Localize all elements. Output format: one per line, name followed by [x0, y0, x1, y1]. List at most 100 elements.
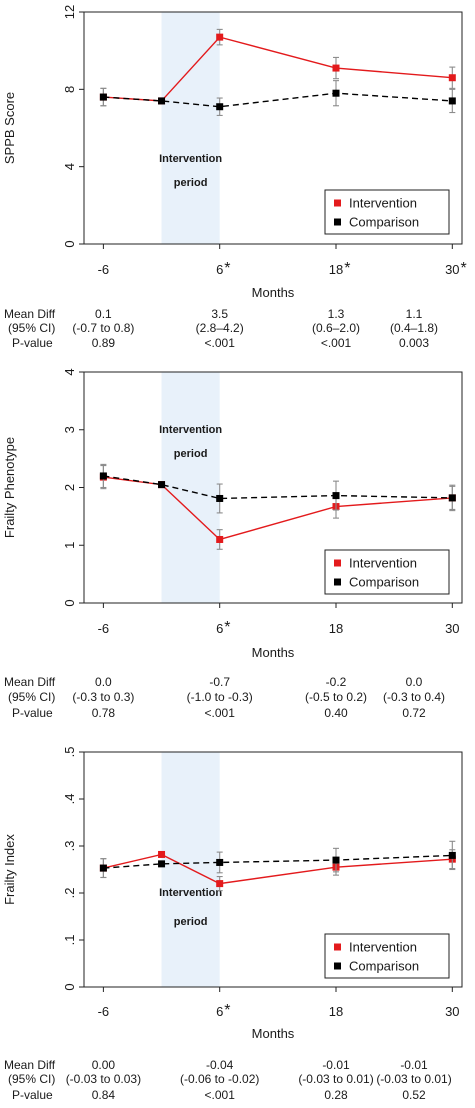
- y-tick-label: 12: [62, 5, 77, 19]
- y-tick-label: .4: [62, 794, 77, 805]
- x-tick-label: -6: [98, 1004, 110, 1019]
- data-point-comparison: [99, 93, 107, 101]
- table-p-value: 0.78: [92, 706, 116, 720]
- data-point-intervention: [216, 33, 224, 41]
- data-point-intervention: [158, 850, 166, 858]
- y-tick-label: 2: [62, 484, 77, 491]
- table-ci: (-0.03 to 0.01): [376, 1072, 451, 1086]
- y-tick-label: 8: [62, 86, 77, 93]
- y-tick-label: .1: [62, 935, 77, 946]
- table-mean-diff: 3.5: [211, 307, 228, 321]
- data-point-comparison: [448, 494, 456, 502]
- data-point-comparison: [216, 494, 224, 502]
- x-axis-title: Months: [252, 1026, 295, 1041]
- significance-star: *: [224, 1002, 230, 1019]
- table-mean-diff: -0.01: [400, 1058, 428, 1072]
- y-tick-label: 0: [62, 983, 77, 990]
- legend-box: [324, 933, 450, 979]
- table-p-value: 0.28: [324, 1088, 348, 1102]
- x-axis-title: Months: [252, 285, 295, 300]
- legend-marker-intervention: [334, 559, 341, 567]
- x-tick-label: 18: [329, 262, 343, 277]
- data-point-intervention: [448, 74, 456, 82]
- shade-annotation-line1: Intervention: [159, 424, 222, 436]
- table-row-label: (95% CI): [8, 321, 55, 335]
- data-point-comparison: [332, 492, 340, 500]
- data-point-comparison: [158, 481, 166, 489]
- table-row-label: Mean Diff: [4, 675, 56, 689]
- x-tick-label: 30: [445, 262, 459, 277]
- plot-frame: [83, 11, 463, 245]
- y-tick-label: .5: [62, 747, 77, 758]
- series-line-intervention: [103, 476, 453, 541]
- x-tick-label: 18: [329, 1004, 343, 1019]
- table-p-value: <.001: [205, 336, 236, 350]
- series-line-comparison: [103, 92, 453, 108]
- y-tick-label: 0: [62, 240, 77, 247]
- x-tick-label: 6: [216, 1004, 223, 1019]
- y-axis-title: SPPB Score: [2, 92, 17, 164]
- table-ci: (-0.3 to 0.3): [72, 690, 134, 704]
- legend-marker-intervention: [334, 199, 341, 207]
- table-p-value: 0.003: [399, 336, 429, 350]
- table-ci: (-0.06 to -0.02): [180, 1072, 259, 1086]
- x-tick-label: 6: [216, 621, 223, 636]
- table-row-label: (95% CI): [8, 690, 55, 704]
- intervention-period-shade: [161, 12, 220, 244]
- x-tick-label: 18: [329, 621, 343, 636]
- table-mean-diff: 0.1: [95, 307, 112, 321]
- significance-star: *: [224, 260, 230, 277]
- table-ci: (-0.03 to 0.03): [66, 1072, 141, 1086]
- data-point-comparison: [158, 860, 166, 868]
- table-ci: (0.6–2.0): [312, 321, 360, 335]
- x-tick-label: -6: [98, 262, 110, 277]
- shade-annotation-line1: Intervention: [159, 887, 222, 899]
- table-p-value: 0.84: [92, 1088, 116, 1102]
- x-tick-label: 30: [445, 1004, 459, 1019]
- legend-label-comparison: Comparison: [349, 575, 419, 590]
- y-tick-label: 0: [62, 599, 77, 606]
- table-p-value: 0.52: [402, 1088, 426, 1102]
- table-p-value: 0.72: [402, 706, 426, 720]
- data-point-comparison: [216, 858, 224, 866]
- legend-marker-comparison: [334, 218, 341, 226]
- series-line-intervention: [103, 36, 453, 102]
- data-point-comparison: [99, 864, 107, 872]
- y-axis-title: Frailty Phenotype: [2, 437, 17, 538]
- legend-marker-intervention: [334, 943, 341, 951]
- data-point-comparison: [216, 103, 224, 111]
- data-point-comparison: [99, 472, 107, 480]
- data-point-comparison: [158, 97, 166, 105]
- table-row-label: P-value: [12, 336, 53, 350]
- table-ci: (-0.7 to 0.8): [72, 321, 134, 335]
- table-ci: (-1.0 to -0.3): [187, 690, 253, 704]
- data-point-comparison: [332, 89, 340, 97]
- y-tick-label: 4: [62, 163, 77, 170]
- data-point-comparison: [332, 856, 340, 864]
- x-axis-title: Months: [252, 645, 295, 660]
- table-row-label: Mean Diff: [4, 307, 56, 321]
- table-row-label: P-value: [12, 706, 53, 720]
- chart-panel-2: 0 1 2 3 4 -6 6 * 18 30 Frailty Phenotype Months Inte…: [2, 368, 463, 720]
- data-point-intervention: [216, 880, 224, 888]
- table-mean-diff: 0.0: [406, 675, 423, 689]
- legend-marker-comparison: [334, 962, 341, 970]
- legend-box: [324, 189, 450, 235]
- x-tick-label: -6: [98, 621, 110, 636]
- table-ci: (-0.5 to 0.2): [305, 690, 367, 704]
- shade-annotation-line2: period: [174, 448, 208, 460]
- table-p-value: <.001: [321, 336, 352, 350]
- table-mean-diff: -0.01: [322, 1058, 350, 1072]
- x-tick-label: 6: [216, 262, 223, 277]
- series-line-comparison: [103, 475, 453, 500]
- shade-annotation-line2: period: [174, 177, 208, 189]
- x-tick-label: 30: [445, 621, 459, 636]
- table-mean-diff: 1.1: [406, 307, 423, 321]
- legend-label-comparison: Comparison: [349, 959, 419, 974]
- y-axis-title: Frailty Index: [2, 834, 17, 905]
- y-tick-label: .3: [62, 841, 77, 852]
- table-ci: (2.8–4.2): [196, 321, 244, 335]
- y-tick-label: 4: [62, 368, 77, 375]
